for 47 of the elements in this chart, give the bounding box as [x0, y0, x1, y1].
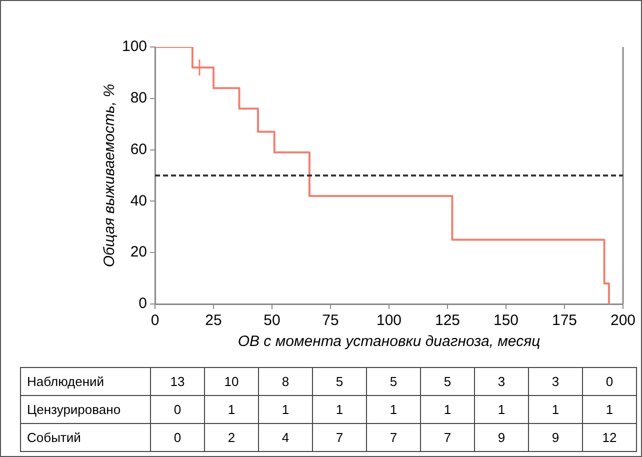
text: 3: [528, 368, 582, 396]
y-tick-label: 80: [130, 90, 148, 107]
y-tick-label: 40: [130, 192, 148, 210]
text: 1: [366, 396, 420, 424]
x-tick-label: 50: [264, 312, 280, 330]
x-tick-label: 100: [376, 312, 402, 330]
text: 5: [312, 368, 366, 396]
y-tick-label: 100: [122, 38, 148, 56]
y-tick-label: 0: [138, 295, 148, 312]
text: 4: [258, 424, 312, 452]
text: 13: [150, 368, 204, 396]
x-axis-title: ОВ с момента установки диагноза, месяц: [238, 333, 541, 350]
x-tick-label: 75: [322, 312, 339, 330]
text: 10: [204, 368, 258, 396]
x-tick-label: 0: [150, 312, 160, 330]
text: Цензурировано: [20, 396, 150, 424]
y-axis-title: Общая выживаемость, %: [101, 84, 118, 268]
text: 7: [366, 424, 420, 452]
text: 7: [312, 424, 366, 452]
x-tick-label: 200: [610, 312, 636, 330]
text: 0: [150, 424, 204, 452]
text: 0: [582, 368, 636, 396]
text: 9: [474, 424, 528, 452]
text: 2: [204, 424, 258, 452]
text: 7: [420, 424, 474, 452]
text: 3: [474, 368, 528, 396]
y-tick-label: 20: [130, 244, 148, 261]
text: 1: [204, 396, 258, 424]
text: 1: [582, 396, 636, 424]
text: 1: [258, 396, 312, 424]
text: Наблюдений: [20, 368, 150, 396]
text: 0: [150, 396, 204, 424]
x-tick-label: 125: [434, 312, 460, 330]
x-tick-label: 175: [552, 312, 578, 330]
y-tick-label: 60: [130, 140, 148, 158]
text: 1: [528, 396, 582, 424]
text: 1: [420, 396, 474, 424]
x-tick-label: 150: [493, 312, 519, 330]
text: 5: [420, 368, 474, 396]
text: 8: [258, 368, 312, 396]
text: 12: [582, 424, 636, 452]
text: Событий: [20, 424, 150, 452]
text: 5: [366, 368, 420, 396]
x-tick-label: 25: [205, 312, 222, 330]
text: 1: [474, 396, 528, 424]
text: 1: [312, 396, 366, 424]
text: 9: [528, 424, 582, 452]
